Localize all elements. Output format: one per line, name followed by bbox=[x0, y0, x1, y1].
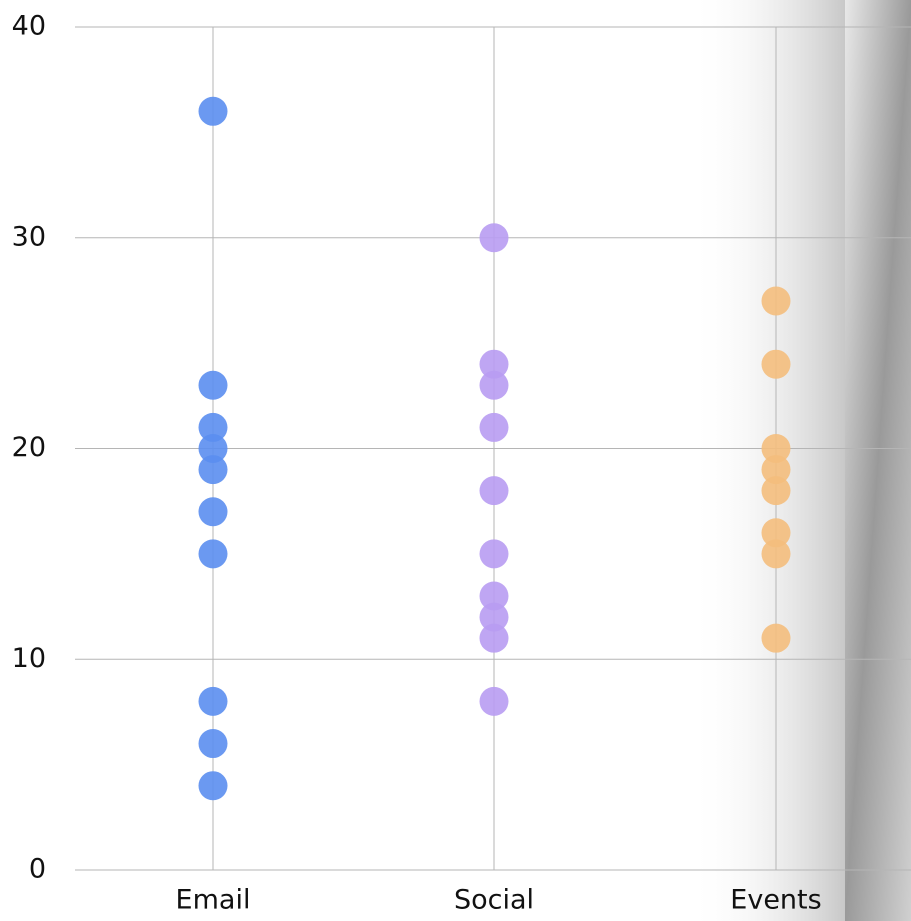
data-point bbox=[198, 729, 228, 759]
y-tick-label: 30 bbox=[12, 221, 46, 252]
data-point bbox=[761, 623, 791, 653]
data-point bbox=[198, 771, 228, 801]
y-tick-label: 20 bbox=[12, 432, 46, 463]
data-point bbox=[479, 370, 509, 400]
data-point bbox=[761, 286, 791, 316]
data-point bbox=[198, 686, 228, 716]
data-point bbox=[479, 581, 509, 611]
data-point bbox=[479, 223, 509, 253]
data-point bbox=[761, 539, 791, 569]
data-point bbox=[198, 434, 228, 463]
data-point bbox=[479, 686, 509, 716]
data-point bbox=[761, 455, 791, 485]
data-point bbox=[479, 602, 509, 632]
data-point bbox=[479, 476, 509, 506]
data-point bbox=[198, 455, 228, 485]
data-point bbox=[479, 539, 509, 569]
data-point bbox=[479, 412, 509, 442]
x-tick-label: Email bbox=[176, 885, 251, 916]
y-tick-label: 40 bbox=[12, 11, 46, 42]
data-point bbox=[198, 497, 228, 527]
data-point bbox=[761, 434, 791, 463]
data-point bbox=[479, 623, 509, 653]
x-tick-label: Social bbox=[454, 885, 534, 916]
x-tick-label: Events bbox=[730, 885, 821, 916]
background-panel bbox=[845, 0, 911, 921]
data-point bbox=[198, 370, 228, 400]
data-point bbox=[198, 539, 228, 569]
data-point bbox=[198, 96, 228, 126]
y-tick-label: 10 bbox=[12, 643, 46, 674]
y-tick-label: 0 bbox=[29, 854, 46, 885]
data-point bbox=[761, 349, 791, 379]
data-point bbox=[761, 518, 791, 548]
data-point bbox=[761, 476, 791, 506]
data-point bbox=[198, 412, 228, 442]
data-point bbox=[479, 349, 509, 379]
